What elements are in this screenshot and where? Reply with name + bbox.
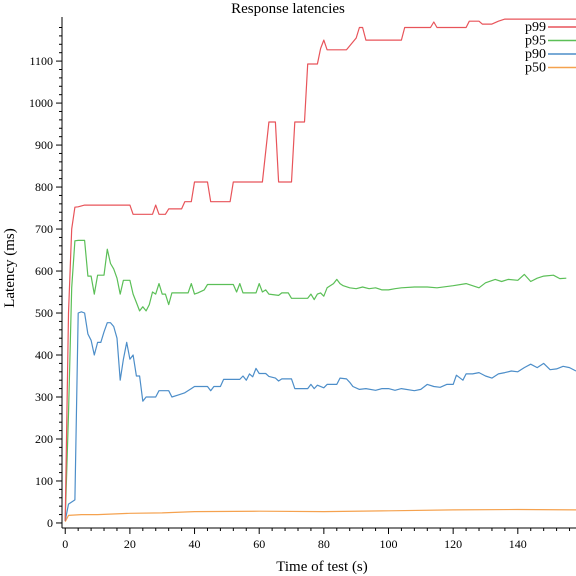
y-axis: 0 100 200 300 400 500 600 700 800 900 1000 1100 (29, 17, 63, 530)
legend-label-p99: p99 (525, 20, 546, 35)
x-tick-label: 0 (62, 537, 68, 551)
series-line-p99 (64, 18, 576, 521)
x-tick-label: 100 (380, 537, 398, 551)
x-axis: 0 20 40 60 80 100 120 140 (62, 527, 576, 551)
y-tick-label: 1000 (29, 96, 53, 110)
series-line-p90 (64, 311, 576, 522)
y-tick-label: 800 (35, 180, 53, 194)
y-tick-label: 900 (35, 138, 53, 152)
x-tick-label: 40 (189, 537, 201, 551)
series-line-p95 (64, 239, 567, 521)
y-tick-label: 100 (35, 474, 53, 488)
series-layer (64, 18, 576, 522)
y-tick-label: 300 (35, 390, 53, 404)
legend-label-p50: p50 (525, 61, 546, 76)
y-tick-label: 600 (35, 264, 53, 278)
y-tick-label: 0 (47, 516, 53, 530)
chart-title: Response latencies (231, 1, 345, 17)
x-tick-label: 20 (124, 537, 136, 551)
x-axis-label: Time of test (s) (276, 559, 368, 575)
x-tick-label: 60 (253, 537, 265, 551)
y-axis-label: Latency (ms) (2, 228, 18, 308)
x-tick-label: 140 (509, 537, 527, 551)
x-tick-label: 80 (318, 537, 330, 551)
legend-label-p90: p90 (525, 47, 546, 62)
legend-label-p95: p95 (525, 34, 546, 49)
series-line-p50 (64, 508, 576, 522)
y-tick-label: 500 (35, 306, 53, 320)
y-tick-label: 200 (35, 432, 53, 446)
y-tick-label: 400 (35, 348, 53, 362)
y-tick-label: 700 (35, 222, 53, 236)
x-tick-label: 120 (444, 537, 462, 551)
y-tick-label: 1100 (29, 54, 53, 68)
